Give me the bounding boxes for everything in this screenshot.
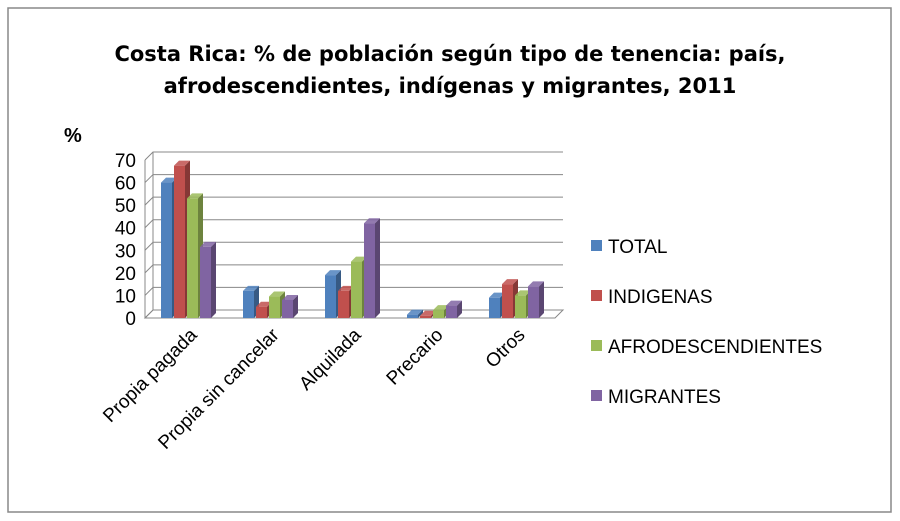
y-tick-label: 70 bbox=[115, 151, 136, 172]
bar bbox=[502, 284, 513, 318]
chart-title: Costa Rica: % de población según tipo de… bbox=[114, 42, 786, 98]
grid-line bbox=[144, 174, 563, 183]
bar-top bbox=[446, 300, 462, 306]
bar-side bbox=[293, 294, 298, 318]
bar bbox=[256, 306, 267, 318]
legend-label: AFRODESCENDIENTES bbox=[608, 337, 822, 358]
bar-top bbox=[528, 281, 544, 287]
bar bbox=[243, 290, 254, 318]
bar-top bbox=[420, 310, 436, 316]
bar-top bbox=[351, 256, 367, 262]
bar bbox=[269, 296, 280, 318]
grid-line bbox=[144, 219, 563, 229]
legend-label: INDIGENAS bbox=[608, 287, 713, 308]
y-tick-label: 40 bbox=[115, 219, 136, 240]
y-tick-label: 50 bbox=[115, 196, 136, 217]
bar bbox=[187, 198, 198, 318]
legend-swatch bbox=[591, 240, 602, 251]
bar bbox=[282, 299, 293, 318]
bar-side bbox=[539, 281, 544, 318]
grid-line bbox=[144, 309, 563, 319]
legend-swatch bbox=[591, 340, 602, 351]
y-tick-label: 0 bbox=[125, 309, 136, 330]
bar-top bbox=[256, 301, 272, 307]
bar-top bbox=[433, 305, 449, 311]
bar-top bbox=[502, 279, 518, 285]
bar-top bbox=[187, 193, 203, 199]
legend-label: TOTAL bbox=[608, 237, 667, 258]
bar-top bbox=[282, 294, 298, 300]
bar bbox=[515, 295, 526, 318]
bar bbox=[364, 223, 375, 318]
bar bbox=[433, 310, 444, 318]
bar-side bbox=[211, 241, 216, 318]
legend-swatch bbox=[591, 390, 602, 401]
bar-side bbox=[418, 309, 423, 318]
bar-top bbox=[269, 291, 285, 297]
bar-top bbox=[174, 160, 190, 166]
bar-top bbox=[515, 290, 531, 296]
y-tick-label: 20 bbox=[115, 264, 136, 285]
bar bbox=[446, 305, 457, 318]
grid-line bbox=[144, 196, 563, 206]
bar bbox=[489, 297, 500, 318]
bar bbox=[174, 165, 185, 318]
grid-line bbox=[144, 151, 563, 161]
bar bbox=[338, 290, 349, 318]
bar-top bbox=[364, 218, 380, 224]
bar-top bbox=[338, 285, 354, 291]
bar-top bbox=[161, 177, 177, 183]
grid-line bbox=[144, 264, 563, 274]
bar-top bbox=[200, 241, 216, 247]
bar bbox=[351, 261, 362, 318]
bar-top bbox=[489, 292, 505, 298]
bar-top bbox=[407, 309, 423, 315]
bar-top bbox=[243, 285, 259, 291]
legend-swatch bbox=[591, 290, 602, 301]
bar bbox=[420, 315, 431, 318]
bar-top bbox=[325, 270, 341, 276]
legend-label: MIGRANTES bbox=[608, 387, 721, 408]
grid-line bbox=[144, 241, 563, 251]
title-box: Costa Rica: % de población según tipo de… bbox=[114, 42, 786, 98]
chart-border bbox=[7, 7, 892, 513]
bar bbox=[528, 286, 539, 318]
bar bbox=[161, 182, 172, 318]
bar bbox=[407, 314, 418, 318]
bar-side bbox=[457, 300, 462, 318]
y-tick-label: 60 bbox=[115, 174, 136, 195]
bar bbox=[325, 275, 336, 318]
y-tick-label: 30 bbox=[115, 241, 136, 262]
bar bbox=[200, 246, 211, 318]
y-tick-label: 10 bbox=[115, 286, 136, 307]
y-axis-label: % bbox=[64, 125, 82, 147]
grid-line bbox=[144, 286, 563, 296]
bar-side bbox=[375, 218, 380, 318]
